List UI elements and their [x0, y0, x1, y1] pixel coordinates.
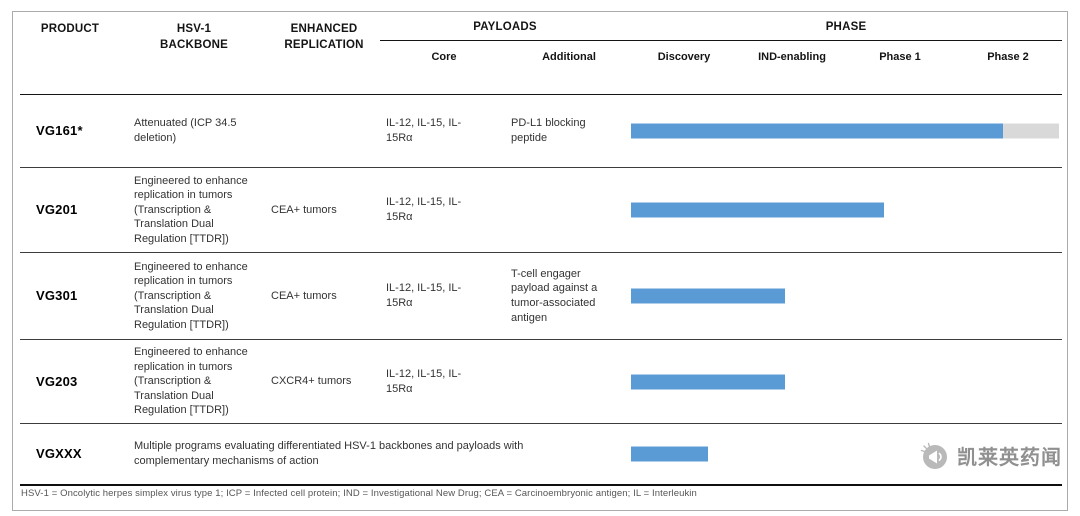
phase-bar-fill	[631, 374, 786, 389]
watermark: 凯莱英药闻	[916, 437, 1062, 473]
phase-bar	[631, 288, 1059, 304]
phase-cell	[630, 168, 1062, 252]
col-header-core: Core	[431, 51, 457, 63]
phase-bar-fill	[631, 202, 884, 218]
col-header-product: PRODUCT	[40, 23, 100, 35]
description-cell: Multiple programs evaluating differentia…	[134, 440, 524, 467]
additional-payload-cell: T-cell engager payload against a tumor-a…	[511, 267, 598, 324]
col-header-discovery: Discovery	[657, 51, 711, 63]
product-name: VG161*	[36, 123, 83, 139]
backbone-cell: Engineered to enhance replication in tum…	[134, 346, 248, 417]
col-header-payloads: PAYLOADS	[473, 21, 537, 33]
backbone-cell: Attenuated (ICP 34.5 deletion)	[134, 117, 237, 144]
replication-cell: CEA+ tumors	[271, 289, 337, 302]
phase-bar-fill	[631, 446, 709, 462]
phase-underline	[630, 40, 1062, 41]
core-payload-cell: IL-12, IL-15, IL-15Rα	[386, 117, 462, 144]
col-header-phase: PHASE	[825, 21, 867, 33]
core-payload-cell: IL-12, IL-15, IL-15Rα	[386, 196, 462, 223]
product-name: VG301	[36, 288, 78, 304]
phase-bar-fill	[631, 288, 786, 304]
col-header-phase1: Phase 1	[879, 51, 921, 63]
additional-payload-cell: PD-L1 blocking peptide	[511, 117, 586, 144]
table-header: PRODUCT HSV-1 BACKBONE ENHANCED REPLICAT…	[20, 12, 1062, 95]
col-header-phase2: Phase 2	[987, 51, 1029, 63]
pipeline-table: PRODUCT HSV-1 BACKBONE ENHANCED REPLICAT…	[20, 12, 1062, 486]
phase-bar-fill	[631, 123, 1004, 139]
phase-cell	[630, 253, 1062, 339]
megaphone-icon	[920, 442, 947, 469]
col-header-replication: ENHANCED REPLICATION	[284, 23, 364, 52]
phase-cell	[630, 340, 1062, 423]
col-header-additional: Additional	[542, 51, 596, 63]
table-row-vgxxx: VGXXX Multiple programs evaluating diffe…	[20, 424, 1062, 486]
product-name: VG201	[36, 202, 78, 218]
replication-cell: CEA+ tumors	[271, 203, 337, 216]
phase-cell	[630, 424, 1062, 484]
additional-payload-cell	[508, 340, 630, 423]
col-header-backbone: HSV-1 BACKBONE	[159, 23, 229, 52]
additional-payload-cell	[508, 168, 630, 252]
phase-bar	[631, 123, 1059, 139]
replication-cell	[268, 95, 380, 167]
col-header-payloads-group: PAYLOADS Core Additional	[380, 12, 630, 94]
backbone-cell: Engineered to enhance replication in tum…	[134, 260, 248, 331]
col-header-phase-group: PHASE Discovery IND-enabling Phase 1 Pha…	[630, 12, 1062, 94]
table-row-vg201: VG201 Engineered to enhance replication …	[20, 168, 1062, 253]
core-payload-cell: IL-12, IL-15, IL-15Rα	[386, 367, 462, 395]
core-payload-cell: IL-12, IL-15, IL-15Rα	[386, 282, 462, 309]
phase-cell	[630, 95, 1062, 167]
phase-bar	[631, 374, 1059, 389]
phase-bar	[631, 446, 1059, 462]
watermark-text: 凯莱英药闻	[957, 446, 1062, 469]
backbone-cell: Engineered to enhance replication in tum…	[134, 174, 248, 245]
table-row-vg301: VG301 Engineered to enhance replication …	[20, 253, 1062, 340]
product-name: VG203	[36, 373, 78, 389]
table-row-vg161: VG161* Attenuated (ICP 34.5 deletion) IL…	[20, 95, 1062, 168]
replication-cell: CXCR4+ tumors	[271, 375, 352, 388]
payloads-underline	[380, 40, 630, 41]
table-row-vg203: VG203 Engineered to enhance replication …	[20, 340, 1062, 424]
product-name: VGXXX	[36, 446, 82, 462]
phase-bar	[631, 202, 1059, 218]
footnote: HSV-1 = Oncolytic herpes simplex virus t…	[21, 488, 697, 499]
col-header-ind-enabling: IND-enabling	[758, 51, 826, 63]
